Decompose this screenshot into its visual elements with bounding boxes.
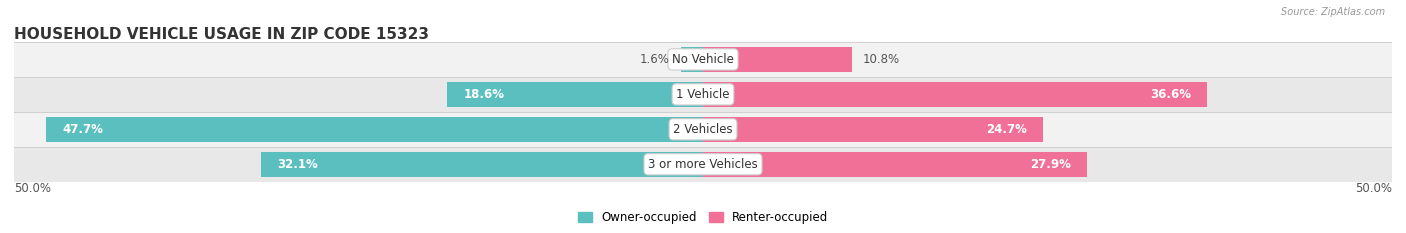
- Bar: [703, 117, 1043, 142]
- Text: 47.7%: 47.7%: [62, 123, 103, 136]
- Text: 36.6%: 36.6%: [1150, 88, 1191, 101]
- Bar: [260, 152, 703, 177]
- Bar: [14, 42, 1392, 77]
- Bar: [46, 117, 703, 142]
- Text: 3 or more Vehicles: 3 or more Vehicles: [648, 158, 758, 171]
- Legend: Owner-occupied, Renter-occupied: Owner-occupied, Renter-occupied: [572, 206, 834, 229]
- Bar: [703, 82, 1208, 107]
- Bar: [447, 82, 703, 107]
- Text: 2 Vehicles: 2 Vehicles: [673, 123, 733, 136]
- Text: 1.6%: 1.6%: [640, 53, 669, 66]
- Text: 50.0%: 50.0%: [14, 182, 51, 195]
- Bar: [14, 112, 1392, 147]
- Bar: [14, 147, 1392, 182]
- Text: Source: ZipAtlas.com: Source: ZipAtlas.com: [1281, 7, 1385, 17]
- Bar: [14, 77, 1392, 112]
- Text: 18.6%: 18.6%: [463, 88, 505, 101]
- Text: 32.1%: 32.1%: [277, 158, 318, 171]
- Bar: [703, 47, 852, 72]
- Text: HOUSEHOLD VEHICLE USAGE IN ZIP CODE 15323: HOUSEHOLD VEHICLE USAGE IN ZIP CODE 1532…: [14, 27, 429, 42]
- Text: 27.9%: 27.9%: [1031, 158, 1071, 171]
- Text: 24.7%: 24.7%: [986, 123, 1026, 136]
- Text: 50.0%: 50.0%: [1355, 182, 1392, 195]
- Bar: [703, 152, 1087, 177]
- Text: No Vehicle: No Vehicle: [672, 53, 734, 66]
- Text: 10.8%: 10.8%: [863, 53, 900, 66]
- Bar: [681, 47, 703, 72]
- Text: 1 Vehicle: 1 Vehicle: [676, 88, 730, 101]
